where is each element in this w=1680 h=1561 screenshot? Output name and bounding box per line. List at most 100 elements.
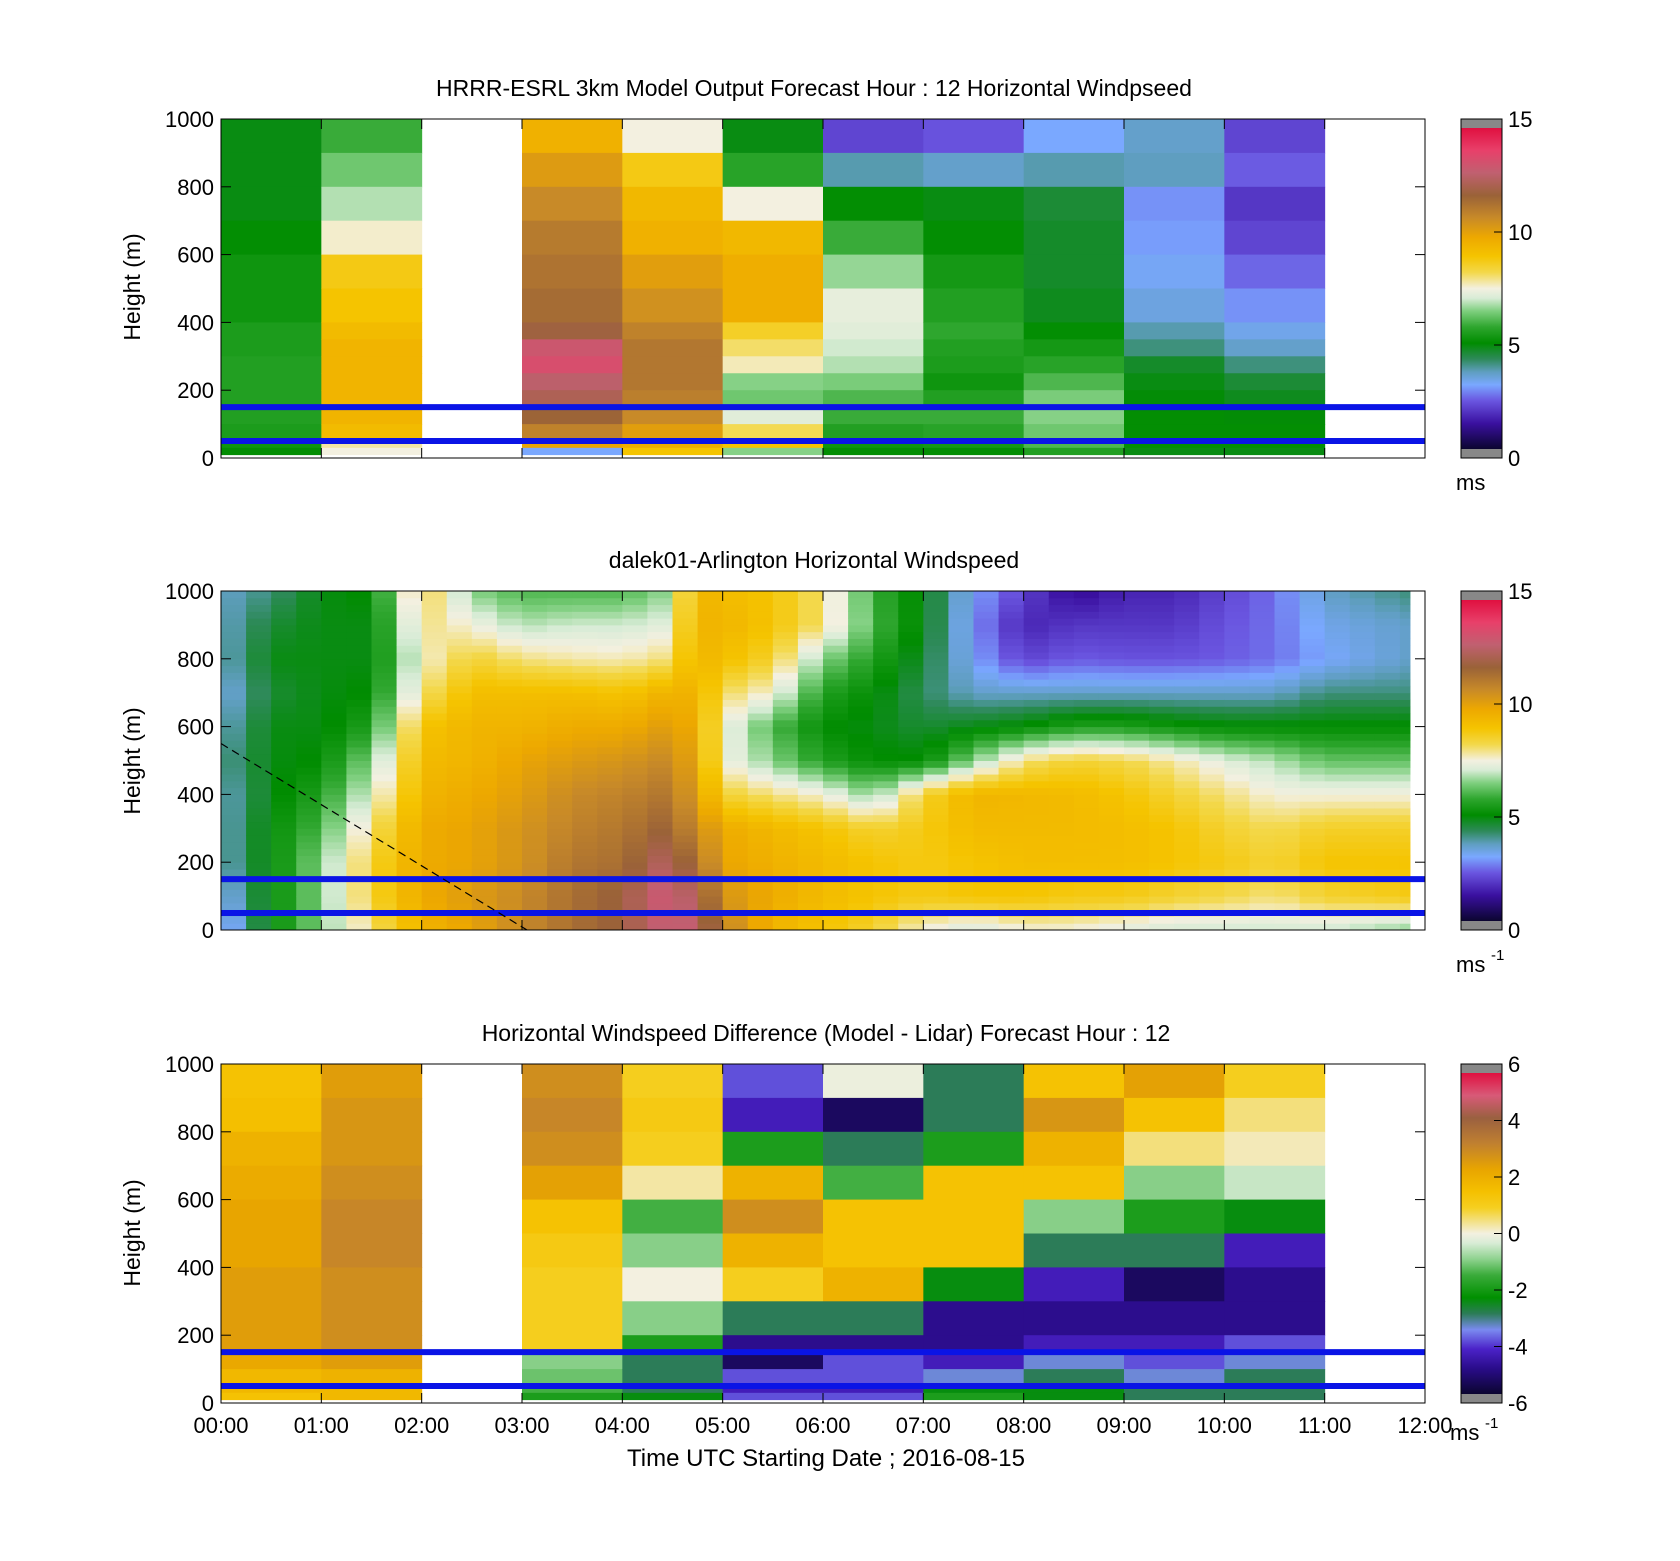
heatmap-cell xyxy=(496,828,523,836)
heatmap-cell xyxy=(1224,407,1326,425)
heatmap-cell xyxy=(246,794,272,802)
heatmap-cell xyxy=(622,780,648,789)
heatmap-cell xyxy=(496,896,523,904)
heatmap-cell xyxy=(1374,746,1401,755)
heatmap-cell xyxy=(1299,828,1326,836)
heatmap-cell xyxy=(647,814,673,823)
heatmap-cell xyxy=(547,821,573,829)
heatmap-cell xyxy=(471,835,498,843)
heatmap-cell xyxy=(597,882,623,890)
heatmap-cell xyxy=(321,597,347,606)
heatmap-cell xyxy=(321,780,347,789)
heatmap-cell xyxy=(722,855,749,863)
heatmap-cell xyxy=(1073,780,1100,789)
heatmap-cell xyxy=(1098,801,1125,809)
heatmap-cell xyxy=(1098,807,1125,816)
heatmap-cell xyxy=(321,1386,423,1394)
heatmap-cell xyxy=(271,706,297,714)
heatmap-cell xyxy=(1124,706,1150,714)
heatmap-cell xyxy=(1299,801,1326,809)
heatmap-cell xyxy=(672,591,699,599)
heatmap-cell xyxy=(1023,1301,1125,1336)
heatmap-cell xyxy=(421,841,448,850)
heatmap-cell xyxy=(321,1097,423,1133)
heatmap-cell xyxy=(1124,672,1150,680)
heatmap-cell xyxy=(1098,733,1125,741)
heatmap-cell xyxy=(371,672,398,680)
heatmap-cell xyxy=(1023,1233,1125,1268)
heatmap-cell xyxy=(973,855,1000,863)
heatmap-cell xyxy=(321,794,347,802)
heatmap-cell xyxy=(321,787,347,795)
heatmap-cell xyxy=(1098,889,1125,897)
heatmap-cell xyxy=(1374,719,1401,728)
heatmap-cell xyxy=(873,726,899,734)
heatmap-cell xyxy=(446,624,473,633)
heatmap-cell xyxy=(823,753,849,761)
heatmap-cell xyxy=(1199,672,1225,680)
heatmap-cell xyxy=(1048,692,1075,700)
heatmap-cell xyxy=(1023,447,1125,456)
heatmap-cell xyxy=(1174,780,1200,789)
heatmap-cell xyxy=(221,652,247,660)
heatmap-cell xyxy=(672,624,699,633)
heatmap-cell xyxy=(221,685,247,694)
heatmap-cell xyxy=(1224,1267,1326,1302)
heatmap-cell xyxy=(246,713,272,721)
heatmap-cell xyxy=(747,740,774,748)
heatmap-cell xyxy=(1224,1064,1326,1099)
heatmap-cell xyxy=(547,868,573,877)
heatmap-cell xyxy=(371,780,398,789)
heatmap-cell xyxy=(572,611,598,619)
heatmap-cell xyxy=(1174,923,1200,930)
heatmap-cell xyxy=(471,889,498,897)
heatmap-cell xyxy=(446,902,473,911)
heatmap-cell xyxy=(948,658,974,667)
heatmap-cell xyxy=(1149,740,1175,748)
heatmap-cell xyxy=(1349,868,1376,877)
heatmap-cell xyxy=(1349,794,1376,802)
heatmap-cell xyxy=(346,706,372,714)
heatmap-cell xyxy=(797,706,824,714)
heatmap-cell xyxy=(471,652,498,660)
heatmap-cell xyxy=(1374,896,1401,904)
heatmap-cell xyxy=(923,119,1025,154)
heatmap-cell xyxy=(246,733,272,741)
heatmap-cell xyxy=(823,733,849,741)
heatmap-cell xyxy=(747,631,774,639)
heatmap-cell xyxy=(973,801,1000,809)
heatmap-cell xyxy=(672,848,699,856)
heatmap-cell xyxy=(1023,841,1050,850)
heatmap-cell xyxy=(923,902,949,911)
heatmap-cell xyxy=(1149,726,1175,734)
heatmap-cell xyxy=(772,794,799,802)
heatmap-cell xyxy=(1299,868,1326,877)
heatmap-cell xyxy=(697,685,724,694)
heatmap-cell xyxy=(1324,780,1351,789)
heatmap-cell xyxy=(1023,746,1050,755)
heatmap-cell xyxy=(396,672,423,680)
heatmap-cell xyxy=(823,855,849,863)
heatmap-cell xyxy=(973,611,1000,619)
heatmap-cell xyxy=(1023,672,1050,680)
heatmap-cell xyxy=(622,390,724,408)
heatmap-cell xyxy=(622,322,724,340)
heatmap-cell xyxy=(873,699,899,707)
heatmap-cell xyxy=(1349,855,1376,863)
heatmap-cell xyxy=(1249,638,1275,646)
heatmap-cell xyxy=(1174,692,1200,700)
heatmap-cell xyxy=(1048,814,1075,823)
heatmap-cell xyxy=(221,760,247,768)
heatmap-cell xyxy=(296,828,322,836)
heatmap-cell xyxy=(1249,591,1275,599)
heatmap-cell xyxy=(321,740,347,748)
heatmap-cell xyxy=(421,753,448,761)
heatmap-cell xyxy=(1149,631,1175,639)
heatmap-cell xyxy=(722,794,749,802)
heatmap-cell xyxy=(471,713,498,721)
heatmap-cell xyxy=(371,692,398,700)
heatmap-cell xyxy=(647,604,673,612)
heatmap-cell xyxy=(823,624,849,633)
heatmap-cell xyxy=(396,814,423,823)
heatmap-cell xyxy=(1299,780,1326,789)
